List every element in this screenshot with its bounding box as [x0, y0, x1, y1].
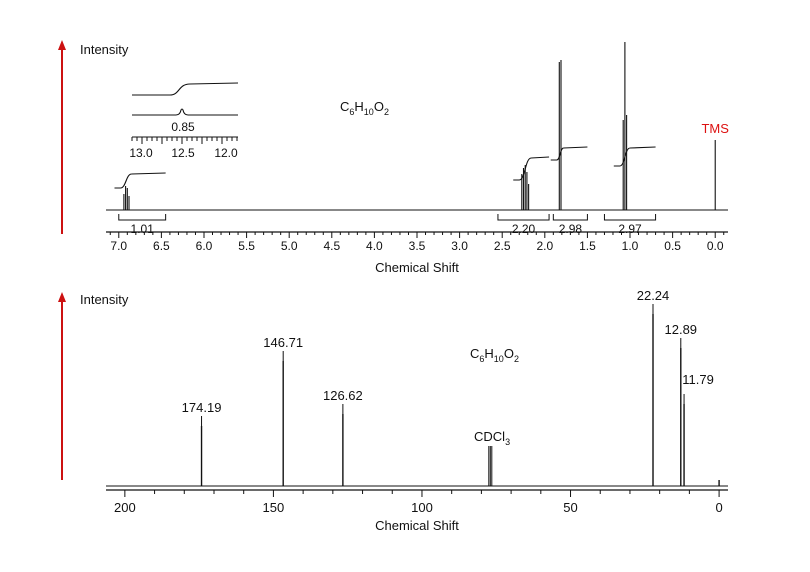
c13-tick-label: 0 [715, 500, 722, 515]
c13-peak-label: 174.19 [182, 400, 222, 415]
c13-tick-label: 50 [563, 500, 577, 515]
h1-ylabel: Intensity [80, 42, 129, 57]
h1-xlabel: Chemical Shift [375, 260, 459, 275]
c13-tick-labels: 200 150 100 50 0 [114, 500, 723, 515]
inset-integral-curve [132, 82, 239, 96]
h1-integral-bracket [118, 214, 167, 221]
c13-ylabel: Intensity [80, 292, 129, 307]
h1-tick-label: 2.0 [536, 239, 553, 253]
c13-intensity-arrowhead [58, 292, 66, 302]
tms-label: TMS [701, 121, 729, 136]
inset-tick-label: 12.0 [214, 146, 238, 160]
h1-tick-label: 5.0 [281, 239, 298, 253]
c13-tick-label: 200 [114, 500, 136, 515]
h1-tick-label: 7.0 [110, 239, 127, 253]
h1-integral-bracket [497, 214, 550, 221]
h1-tick-label: 5.5 [238, 239, 255, 253]
c13-panel: Intensity C6H10O2 CDCl3 174.19 146.71 126.… [58, 288, 728, 533]
c13-peak-label: 126.62 [323, 388, 363, 403]
c13-tick-label: 100 [411, 500, 433, 515]
inset-tick-label: 12.5 [171, 146, 195, 160]
h1-tick-label: 4.5 [323, 239, 340, 253]
c13-tick-label: 150 [263, 500, 285, 515]
h1-intensity-arrowhead [58, 40, 66, 50]
h1-tick-label: 3.5 [409, 239, 426, 253]
c13-peak-label: 146.71 [263, 335, 303, 350]
h1-tick-label: 4.0 [366, 239, 383, 253]
inset-integral-label: 0.85 [171, 120, 195, 134]
inset-peak [132, 108, 238, 116]
h1-integral-bracket [552, 214, 588, 221]
c13-ticks [124, 490, 720, 497]
h1-integral-curve [550, 146, 588, 161]
h1-integral-curves [114, 146, 656, 189]
h1-tick-label: 3.0 [451, 239, 468, 253]
inset-minor-ticks [131, 137, 238, 144]
h1-integral-curve [613, 146, 656, 167]
h1-tick-label: 2.5 [494, 239, 511, 253]
h1-integral-bracket [603, 214, 657, 221]
h1-ticks [109, 232, 725, 238]
c13-peak-label: 11.79 [682, 372, 714, 387]
h1-tick-label: 6.5 [153, 239, 170, 253]
h1-formula: C6H10O2 [340, 99, 389, 117]
h1-inset: 0.85 13.0 12.5 12.0 [129, 82, 239, 160]
h1-tick-label: 6.0 [196, 239, 213, 253]
h1-integral-label: 2.20 [512, 222, 536, 236]
h1-tick-label: 0.5 [664, 239, 681, 253]
c13-peak-labels: 174.19 146.71 126.62 22.24 12.89 11.79 [182, 288, 714, 426]
cdcl3-label: CDCl3 [474, 429, 510, 447]
h1-tick-label: 0.0 [707, 239, 724, 253]
h1-tick-labels: 7.0 6.5 6.0 5.5 5.0 4.5 4.0 3.5 3.0 2.5 2.0 1.5 1.0 0… [110, 239, 723, 253]
h1-integral-curve [114, 172, 166, 189]
h1-tick-label: 1.0 [622, 239, 639, 253]
c13-peaks [200, 314, 720, 486]
c13-formula: C6H10O2 [470, 346, 519, 364]
h1-tick-label: 1.5 [579, 239, 596, 253]
c13-xlabel: Chemical Shift [375, 518, 459, 533]
h1-integral-label: 1.01 [131, 222, 155, 236]
h1-integral-curve [513, 156, 550, 181]
c13-peak-label: 22.24 [637, 288, 670, 303]
h1-peaks [123, 42, 716, 210]
c13-peak-label: 12.89 [665, 322, 698, 337]
h1-panel: Intensity C6H10O2 0.85 13.0 12.5 12.0 1.… [58, 40, 729, 275]
inset-tick-label: 13.0 [129, 146, 153, 160]
